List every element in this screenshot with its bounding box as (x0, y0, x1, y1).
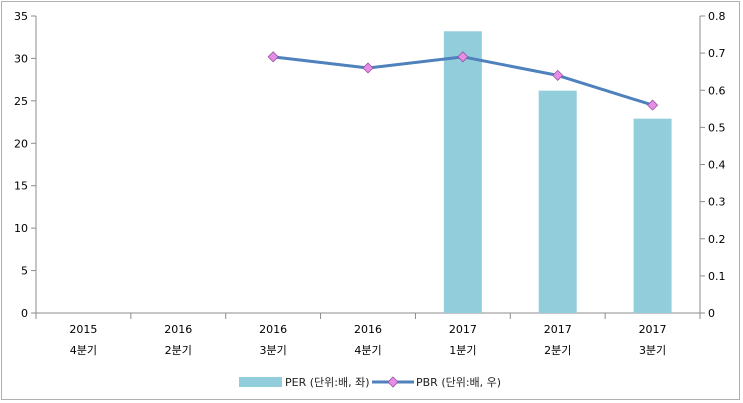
x-tick-label-quarter: 3분기 (639, 344, 666, 357)
y-right-tick-label: 0.1 (708, 270, 726, 283)
y-right-tick-label: 0.6 (708, 84, 726, 97)
x-tick-label-year: 2016 (354, 323, 382, 336)
x-tick-label-quarter: 2분기 (165, 344, 192, 357)
x-tick-label-year: 2017 (544, 323, 572, 336)
x-tick-label-year: 2017 (639, 323, 667, 336)
x-tick-label-year: 2016 (259, 323, 287, 336)
y-right-tick-label: 0.2 (708, 233, 726, 246)
y-left-tick-label: 5 (21, 265, 28, 278)
y-right-tick-label: 0.5 (708, 121, 726, 134)
y-left-tick-label: 35 (14, 10, 28, 23)
per-bar (538, 90, 577, 313)
y-right-tick-label: 0.7 (708, 47, 726, 60)
pbr-point (362, 62, 374, 74)
y-left-tick-label: 0 (21, 307, 28, 320)
y-right-tick-label: 0.8 (708, 10, 726, 23)
pbr-point (457, 51, 469, 63)
legend-per-swatch (239, 377, 282, 387)
x-tick-label-quarter: 3분기 (260, 344, 287, 357)
legend-pbr-marker (387, 376, 399, 388)
y-right-tick-label: 0 (708, 307, 715, 320)
y-left-tick-label: 20 (14, 137, 28, 150)
y-left-tick-label: 25 (14, 95, 28, 108)
pbr-point (552, 69, 564, 81)
pbr-point (267, 51, 279, 63)
x-tick-label-quarter: 2분기 (544, 344, 571, 357)
x-tick-label-quarter: 1분기 (449, 344, 476, 357)
y-left-tick-label: 10 (14, 222, 28, 235)
y-left-tick-label: 30 (14, 52, 28, 65)
legend-per-label: PER (단위:배, 좌) (285, 376, 370, 389)
per-bar (443, 31, 482, 313)
x-tick-label-quarter: 4분기 (70, 344, 97, 357)
x-tick-label-year: 2017 (449, 323, 477, 336)
pbr-point (647, 99, 659, 111)
x-tick-label-year: 2015 (69, 323, 97, 336)
x-tick-label-quarter: 4분기 (354, 344, 381, 357)
y-left-tick-label: 15 (14, 180, 28, 193)
y-right-tick-label: 0.3 (708, 196, 726, 209)
legend-pbr-label: PBR (단위:배, 우) (416, 376, 501, 389)
y-right-tick-label: 0.4 (708, 159, 726, 172)
x-tick-label-year: 2016 (164, 323, 192, 336)
per-bar (633, 118, 672, 313)
